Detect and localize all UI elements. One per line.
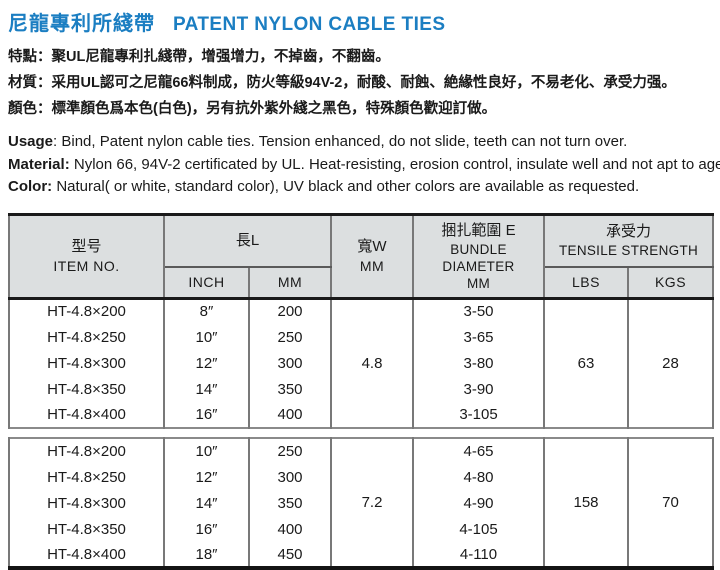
cell-mm: 300 <box>249 464 331 490</box>
page-title: 尼龍專利所綫帶 PATENT NYLON CABLE TIES <box>8 7 712 36</box>
spec-line-material-en: Material: Nylon 66, 94V-2 certificated b… <box>8 154 712 177</box>
spec-label: 顏色： <box>8 101 52 117</box>
cell-mm: 200 <box>249 298 331 324</box>
cell-bundle: 3-65 <box>413 324 544 350</box>
gap-cell <box>9 428 713 438</box>
table-section-2: HT-4.8×200 10″ 250 7.2 4-65 158 70 HT-4.… <box>9 438 713 568</box>
cell-mm: 300 <box>249 350 331 376</box>
header-mm: MM <box>249 267 331 298</box>
cell-kgs-merged: 70 <box>628 438 713 568</box>
cell-mm: 400 <box>249 402 331 428</box>
spec-text: 聚UL尼龍專利扎綫帶，增强增力，不掉齒，不翻齒。 <box>52 49 390 65</box>
header-length: 長L <box>164 214 331 267</box>
cell-inch: 16″ <box>164 516 249 542</box>
spec-lines-chinese: 特點：聚UL尼龍專利扎綫帶，增强增力，不掉齒，不翻齒。 材質：采用UL認可之尼龍… <box>8 44 712 122</box>
cell-bundle: 3-90 <box>413 376 544 402</box>
cell-item-no: HT-4.8×350 <box>9 516 164 542</box>
cell-item-no: HT-4.8×200 <box>9 438 164 464</box>
cell-item-no: HT-4.8×250 <box>9 324 164 350</box>
spec-label: 特點： <box>8 49 52 65</box>
spec-line-usage: Usage: Bind, Patent nylon cable ties. Te… <box>8 131 712 154</box>
cell-mm: 400 <box>249 516 331 542</box>
spec-line-material-cn: 材質：采用UL認可之尼龍66料制成，防火等級94V-2，耐酸、耐蝕、絶緣性良好，… <box>8 70 712 96</box>
header-inch: INCH <box>164 267 249 298</box>
header-kgs: KGS <box>628 267 713 298</box>
spec-line-color-en: Color: Natural( or white, standard color… <box>8 176 712 199</box>
cell-item-no: HT-4.8×300 <box>9 350 164 376</box>
cell-inch: 10″ <box>164 324 249 350</box>
spec-text: : Bind, Patent nylon cable ties. Tension… <box>53 133 627 150</box>
spec-table: 型号 ITEM NO. 長L 寬W MM 捆扎範圍 E BUNDLE DIAME… <box>8 213 714 570</box>
header-bundle-diameter: 捆扎範圍 E BUNDLE DIAMETER MM <box>413 214 544 298</box>
cell-inch: 16″ <box>164 402 249 428</box>
spec-table-header: 型号 ITEM NO. 長L 寬W MM 捆扎範圍 E BUNDLE DIAME… <box>9 214 713 298</box>
cell-mm: 450 <box>249 542 331 568</box>
cell-item-no: HT-4.8×250 <box>9 464 164 490</box>
spec-line-color-cn: 顏色：標準顏色爲本色(白色)，另有抗外紫外綫之黑色，特殊顏色歡迎訂做。 <box>8 96 712 122</box>
cell-inch: 14″ <box>164 376 249 402</box>
cell-bundle: 3-50 <box>413 298 544 324</box>
table-row: HT-4.8×200 8″ 200 4.8 3-50 63 28 <box>9 298 713 324</box>
spec-lines-english: Usage: Bind, Patent nylon cable ties. Te… <box>8 131 712 199</box>
cell-item-no: HT-4.8×300 <box>9 490 164 516</box>
cell-mm: 250 <box>249 324 331 350</box>
spec-label: Usage <box>8 133 53 150</box>
cell-bundle: 4-65 <box>413 438 544 464</box>
cell-inch: 12″ <box>164 464 249 490</box>
cell-bundle: 4-90 <box>413 490 544 516</box>
cell-lbs-merged: 158 <box>544 438 628 568</box>
table-row: HT-4.8×200 10″ 250 7.2 4-65 158 70 <box>9 438 713 464</box>
spec-label: Color: <box>8 178 52 195</box>
cell-bundle: 4-80 <box>413 464 544 490</box>
cell-inch: 12″ <box>164 350 249 376</box>
header-lbs: LBS <box>544 267 628 298</box>
cell-bundle: 4-110 <box>413 542 544 568</box>
page-title-english: PATENT NYLON CABLE TIES <box>173 14 445 36</box>
cell-item-no: HT-4.8×400 <box>9 542 164 568</box>
cell-inch: 8″ <box>164 298 249 324</box>
cell-kgs-merged: 28 <box>628 298 713 428</box>
header-item-no: 型号 ITEM NO. <box>9 214 164 298</box>
gap-row <box>9 428 713 438</box>
cell-width-merged: 7.2 <box>331 438 413 568</box>
cell-inch: 14″ <box>164 490 249 516</box>
cell-bundle: 3-105 <box>413 402 544 428</box>
cell-bundle: 4-105 <box>413 516 544 542</box>
spec-text: Nylon 66, 94V-2 certificated by UL. Heat… <box>70 156 720 173</box>
table-section-gap <box>9 428 713 438</box>
table-section-1: HT-4.8×200 8″ 200 4.8 3-50 63 28 HT-4.8×… <box>9 298 713 428</box>
cell-item-no: HT-4.8×350 <box>9 376 164 402</box>
spec-text: Natural( or white, standard color), UV b… <box>52 178 639 195</box>
cell-width-merged: 4.8 <box>331 298 413 428</box>
cell-lbs-merged: 63 <box>544 298 628 428</box>
cell-item-no: HT-4.8×200 <box>9 298 164 324</box>
spec-text: 標準顏色爲本色(白色)，另有抗外紫外綫之黑色，特殊顏色歡迎訂做。 <box>52 101 497 117</box>
cell-item-no: HT-4.8×400 <box>9 402 164 428</box>
page-title-chinese: 尼龍專利所綫帶 <box>8 7 155 36</box>
spec-label: 材質： <box>8 75 52 91</box>
spec-text: 采用UL認可之尼龍66料制成，防火等級94V-2，耐酸、耐蝕、絶緣性良好，不易老… <box>52 75 676 91</box>
spec-line-features: 特點：聚UL尼龍專利扎綫帶，增强增力，不掉齒，不翻齒。 <box>8 44 712 70</box>
cell-inch: 10″ <box>164 438 249 464</box>
spec-label: Material: <box>8 156 70 173</box>
header-width: 寬W MM <box>331 214 413 298</box>
cell-mm: 350 <box>249 376 331 402</box>
cell-mm: 250 <box>249 438 331 464</box>
cell-bundle: 3-80 <box>413 350 544 376</box>
header-tensile-strength: 承受力 TENSILE STRENGTH <box>544 214 713 267</box>
cell-inch: 18″ <box>164 542 249 568</box>
cell-mm: 350 <box>249 490 331 516</box>
